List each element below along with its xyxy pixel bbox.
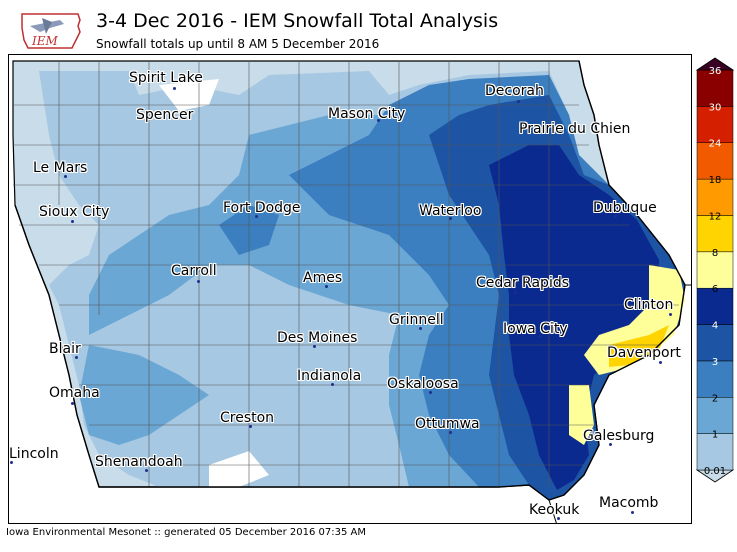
city-label: Prairie du Chien: [519, 121, 631, 137]
city-dot: [249, 425, 252, 428]
city-label: Carroll: [171, 263, 217, 279]
city-label: Shenandoah: [95, 454, 183, 470]
city-dot: [449, 431, 452, 434]
city-label: Lincoln: [9, 446, 59, 462]
city-label: Indianola: [297, 368, 362, 384]
city-label: Keokuk: [529, 502, 580, 518]
page-title: 3-4 Dec 2016 - IEM Snowfall Total Analys…: [96, 10, 499, 32]
city-label: Clinton: [624, 297, 674, 313]
footer-credit: Iowa Environmental Mesonet :: generated …: [6, 527, 366, 538]
city-label: Creston: [220, 410, 275, 426]
city-label: Oskaloosa: [387, 376, 459, 392]
city-dot: [173, 87, 176, 90]
city-label: Iowa City: [503, 321, 568, 337]
colorbar-box: [696, 106, 734, 143]
city-dot: [313, 345, 316, 348]
colorbar-label: 8: [712, 248, 718, 259]
city-dot: [539, 335, 542, 338]
city-dot: [71, 402, 74, 405]
city-label: Le Mars: [33, 160, 88, 176]
city-dot: [517, 100, 520, 103]
city-label: Ames: [303, 270, 343, 286]
logo-text: IEM: [31, 34, 59, 48]
colorbar-label: 36: [709, 66, 722, 77]
colorbar-box: [696, 324, 734, 362]
city-dot: [631, 511, 634, 514]
colorbar-label: 12: [709, 211, 722, 222]
city-dot: [255, 215, 258, 218]
city-dot: [75, 356, 78, 359]
colorbar-boxes: [695, 57, 735, 483]
colorbar-label: 24: [709, 139, 722, 150]
state-borders: [14, 60, 686, 501]
city-dot: [557, 517, 560, 520]
city-dot: [659, 361, 662, 364]
colorbar-label: 1: [712, 430, 718, 441]
colorbar-label: 18: [709, 175, 722, 186]
city-label: Mason City: [328, 106, 406, 122]
city-dot: [614, 215, 617, 218]
colorbar-label: 6: [712, 284, 718, 295]
colorbar-box: [696, 69, 734, 107]
colorbar-label: 4: [712, 321, 718, 332]
city-dot: [419, 327, 422, 330]
city-dot: [145, 469, 148, 472]
colorbar-box: [696, 142, 734, 180]
city-label: Grinnell: [389, 312, 444, 328]
colorbar-label: 0.01: [704, 466, 726, 477]
city-dot: [197, 280, 200, 283]
city-dot: [449, 217, 452, 220]
colorbar-label: 3: [712, 357, 718, 368]
city-label: Des Moines: [277, 330, 358, 346]
colorbar-label: 2: [712, 393, 718, 404]
band-6-8: [489, 145, 659, 490]
city-label: Cedar Rapids: [476, 275, 570, 291]
iem-logo: IEM: [21, 13, 81, 49]
city-label: Dubuque: [593, 200, 657, 216]
city-label: Sioux City: [39, 204, 110, 220]
colorbar-box: [696, 251, 734, 289]
city-dot: [325, 285, 328, 288]
city-label: Decorah: [485, 83, 544, 99]
city-dot: [64, 175, 67, 178]
county-lines: [13, 61, 679, 487]
colorbar-box: [696, 360, 734, 398]
city-label: Omaha: [49, 385, 100, 401]
snowfall-map: Spirit Lake Decorah Spencer Mason City P…: [8, 54, 692, 524]
band-12-18: [609, 325, 669, 367]
colorbar-box: [695, 57, 735, 71]
colorbar-label: 30: [709, 102, 722, 113]
city-label: Fort Dodge: [223, 200, 301, 216]
city-label: Macomb: [599, 495, 659, 511]
colorbar-box: [696, 397, 734, 434]
no-snow-sw: [209, 451, 269, 487]
city-dot: [377, 119, 380, 122]
city-dot: [10, 461, 13, 464]
page-subtitle: Snowfall totals up until 8 AM 5 December…: [96, 37, 380, 51]
colorbar-box: [696, 433, 734, 471]
city-dot: [609, 443, 612, 446]
city-label: Blair: [49, 341, 81, 357]
city-dot: [429, 391, 432, 394]
city-label: Spirit Lake: [129, 70, 203, 86]
snowfall-map-svg: [12, 60, 691, 523]
colorbar-box: [696, 287, 734, 325]
city-label: Waterloo: [419, 203, 482, 219]
colorbar-box: [696, 215, 734, 253]
city-dot: [514, 291, 517, 294]
city-label: Spencer: [136, 107, 194, 123]
city-dot: [669, 313, 672, 316]
city-label: Galesburg: [583, 428, 655, 444]
city-dot: [331, 383, 334, 386]
city-label: Davenport: [607, 345, 681, 361]
city-dot: [71, 220, 74, 223]
city-label: Ottumwa: [415, 416, 480, 432]
